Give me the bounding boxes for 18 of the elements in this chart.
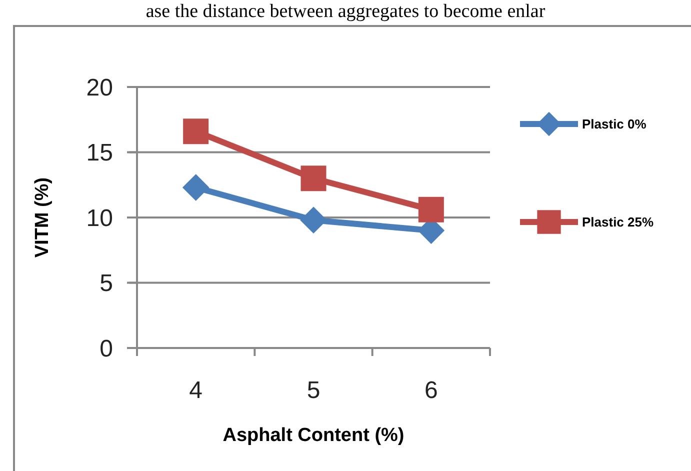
y-tick-label: 20 <box>86 74 113 102</box>
text: ase the distance between aggregates to become enlar <box>146 1 546 22</box>
y-tick-label: 0 <box>100 335 113 362</box>
x-axis-title: Asphalt Content (%) <box>222 425 404 446</box>
y-tick-label: 10 <box>86 204 113 232</box>
point <box>183 118 209 144</box>
y-axis-title: VITM (%) <box>32 177 53 258</box>
y-tick-label: 15 <box>86 140 113 167</box>
legend-label: Plastic 25% <box>582 214 654 230</box>
x-tick-label: 6 <box>424 377 438 404</box>
point <box>300 206 327 234</box>
legend-label: Plastic 0% <box>582 116 647 132</box>
y-tick-label: 5 <box>100 270 113 298</box>
point <box>300 166 326 192</box>
x-tick-label: 4 <box>189 377 203 404</box>
point <box>418 196 444 222</box>
x-tick-label: 5 <box>306 377 320 404</box>
point <box>182 174 210 201</box>
